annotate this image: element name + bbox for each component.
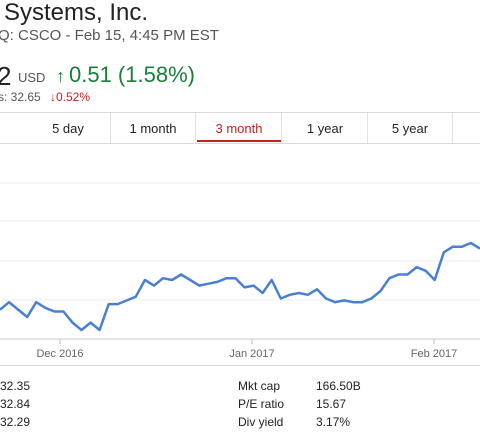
price-change-value: 0.51 (1.58%) (69, 62, 195, 87)
chart-grid (0, 182, 480, 340)
stat-value-pe-ratio: 15.67 (316, 397, 347, 411)
stat-open-value: 32.35 (0, 379, 31, 393)
price-line (0, 241, 480, 332)
stat-label-mkt-cap: Mkt cap (238, 379, 281, 393)
x-tick-label: Jan 2017 (229, 348, 274, 360)
tab-label: 1 month (129, 120, 177, 136)
after-hours-price: s: 32.65 (0, 90, 41, 104)
after-hours-change: ↓0.52% (50, 90, 91, 104)
tab-label: 1 year (306, 120, 344, 136)
tab-5-day[interactable]: 5 day (26, 113, 111, 143)
stat-value-mkt-cap: 166.50B (316, 379, 361, 393)
stat-value-div-yield: 3.17% (316, 415, 351, 429)
ticker-line: Q: CSCO - Feb 15, 4:45 PM EST (0, 27, 219, 44)
company-name: Systems, Inc. (4, 0, 149, 26)
tab-1-year[interactable]: 1 year (283, 113, 368, 143)
currency-label: USD (18, 70, 46, 85)
range-tabs: 5 day 1 month 3 month 1 year 5 year (0, 112, 480, 144)
stat-label-pe-ratio: P/E ratio (238, 397, 285, 411)
tab-3-month[interactable]: 3 month (197, 113, 282, 143)
price-chart: Dec 2016 Jan 2017 Feb 2017 (0, 182, 480, 360)
tab-label: 5 day (52, 120, 84, 136)
chart-x-ticks: Dec 2016 Jan 2017 Feb 2017 (36, 339, 457, 360)
tab-1-month[interactable]: 1 month (111, 113, 196, 143)
stat-low-value: 32.29 (0, 415, 31, 429)
stat-label-div-yield: Div yield (238, 415, 284, 429)
up-arrow-icon: ↑ (56, 66, 65, 86)
price-change: ↑ 0.51 (1.58%) (56, 62, 195, 88)
tab-5-year[interactable]: 5 year (368, 113, 453, 143)
chart-series (0, 241, 480, 332)
x-tick-label: Feb 2017 (411, 348, 457, 360)
price-value: 2 (0, 61, 12, 91)
stat-high-value: 32.84 (0, 397, 31, 411)
tab-label: 3 month (215, 120, 263, 136)
tab-label: 5 year (391, 120, 429, 136)
stats-divider (0, 365, 480, 366)
x-tick-label: Dec 2016 (36, 348, 83, 360)
